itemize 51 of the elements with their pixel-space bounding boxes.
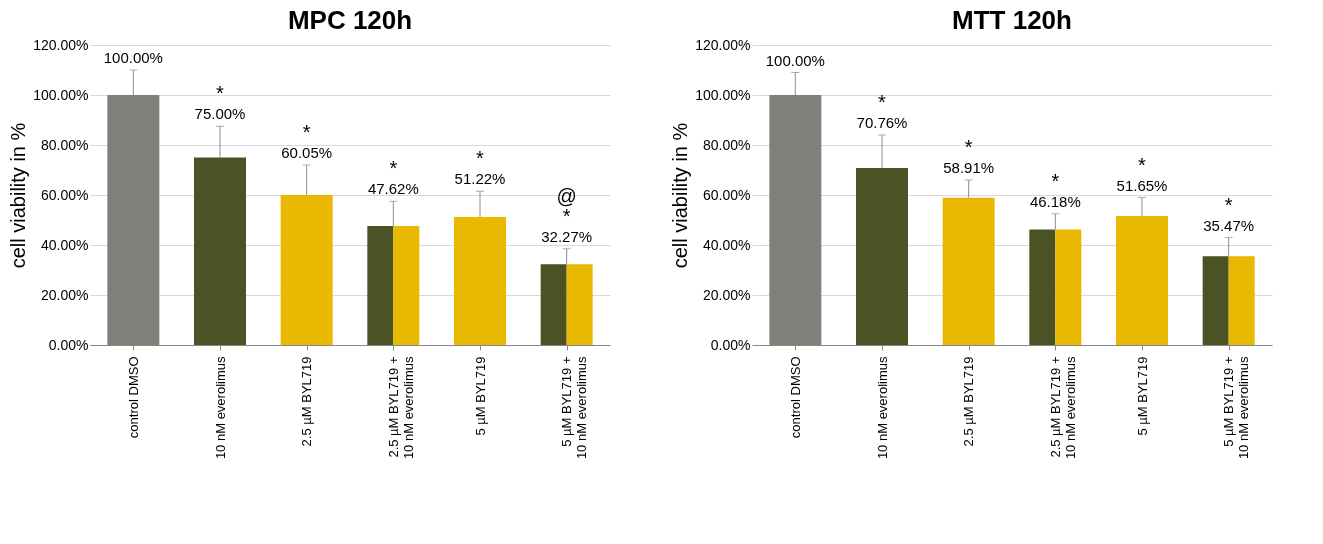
annotation: * xyxy=(476,147,485,170)
x-tick-label: 5 µM BYL719 xyxy=(1134,356,1150,436)
y-tick-label: 80.00% xyxy=(703,136,751,153)
y-tick-label: 20.00% xyxy=(41,286,89,303)
data-label: 51.22% xyxy=(454,170,506,188)
x-tick-label: 5 µM BYL719 + 10 nM everolimus xyxy=(1221,356,1252,460)
y-tick-label: 60.00% xyxy=(703,186,751,203)
y-axis-title: cell viability in % xyxy=(669,122,692,269)
annotation: * xyxy=(1138,153,1147,176)
y-tick-label: 0.00% xyxy=(48,336,89,353)
annotation: * xyxy=(389,157,398,180)
data-label: 32.27% xyxy=(541,227,593,245)
y-tick-label: 120.00% xyxy=(33,36,89,53)
data-label: 47.62% xyxy=(367,180,419,198)
x-tick-label: 2.5 µM BYL719 + 10 nM everolimus xyxy=(385,356,416,460)
data-label: 70.76% xyxy=(856,114,908,131)
x-tick-label: 2.5 µM BYL719 xyxy=(299,356,315,447)
x-tick-label: 5 µM BYL719 + 10 nM everolimus xyxy=(559,356,590,460)
data-label: 100.00% xyxy=(103,49,163,66)
chart-title: MTT 120h xyxy=(952,5,1072,35)
y-tick-label: 60.00% xyxy=(41,186,89,203)
y-axis-title: cell viability in % xyxy=(7,122,30,269)
x-tick-label: 10 nM everolimus xyxy=(874,356,890,460)
chart-title: MPC 120h xyxy=(287,5,413,35)
x-tick-label: 2.5 µM BYL719 xyxy=(961,356,977,447)
y-tick-label: 120.00% xyxy=(695,36,751,53)
data-label: 60.05% xyxy=(281,144,333,161)
data-label: 100.00% xyxy=(765,51,825,69)
y-tick-label: 100.00% xyxy=(33,86,89,103)
x-tick-label: 5 µM BYL719 xyxy=(472,356,488,436)
x-tick-label: control DMSO xyxy=(125,356,141,439)
annotation: * xyxy=(964,136,973,158)
annotation: * xyxy=(1051,169,1060,192)
y-tick-label: 40.00% xyxy=(41,236,89,253)
data-label: 46.18% xyxy=(1029,192,1081,210)
y-tick-label: 40.00% xyxy=(703,236,751,253)
x-tick-label: 10 nM everolimus xyxy=(212,356,228,460)
data-label: 35.47% xyxy=(1203,216,1255,234)
data-label: 51.65% xyxy=(1116,176,1168,194)
data-label: 75.00% xyxy=(194,105,246,123)
y-tick-label: 100.00% xyxy=(695,86,751,103)
x-tick-label: control DMSO xyxy=(787,356,803,439)
annotation: * xyxy=(1224,193,1233,216)
y-tick-label: 80.00% xyxy=(41,136,89,153)
y-tick-label: 0.00% xyxy=(710,336,751,353)
annotation: * xyxy=(878,91,887,113)
data-label: 58.91% xyxy=(943,159,995,176)
annotation: * xyxy=(302,121,311,143)
y-tick-label: 20.00% xyxy=(703,286,751,303)
annotation: * xyxy=(216,82,225,105)
x-tick-label: 2.5 µM BYL719 + 10 nM everolimus xyxy=(1047,356,1078,460)
